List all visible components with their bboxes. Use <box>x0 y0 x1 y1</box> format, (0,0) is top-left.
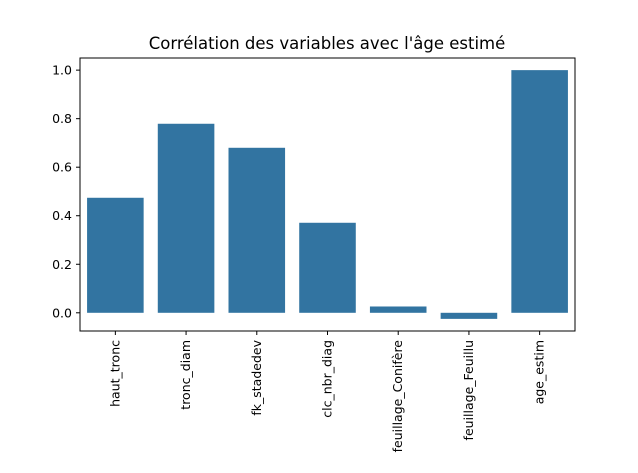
x-tick-label: age_estim <box>532 340 547 404</box>
bar-fk-stadedev <box>228 147 286 313</box>
x-axis-ticks: haut_tronc tronc_diam fk_stadedev clc_nbr_d… <box>107 331 547 453</box>
bar-feuillage-conifere <box>369 306 427 313</box>
x-tick-label: feuillage_Conifère <box>390 340 405 453</box>
x-tick-label: clc_nbr_diag <box>320 340 335 418</box>
x-tick-label: feuillage_Feuillu <box>461 340 476 440</box>
bar-haut-tronc <box>87 197 144 313</box>
x-tick-label: haut_tronc <box>107 340 122 407</box>
y-tick-label: 0.8 <box>52 111 72 126</box>
y-tick-label: 0.0 <box>52 305 72 320</box>
bar-feuillage-feuillu <box>440 312 498 319</box>
x-tick-label: tronc_diam <box>178 340 193 410</box>
y-tick-label: 1.0 <box>52 63 72 78</box>
chart-title: Corrélation des variables avec l'âge est… <box>149 34 506 53</box>
bar-age-estim <box>511 70 568 313</box>
bars-group <box>87 70 568 319</box>
bar-clc-nbr-diag <box>299 222 356 313</box>
axes-frame <box>79 57 576 332</box>
y-tick-label: 0.6 <box>52 160 72 175</box>
y-tick-label: 0.2 <box>52 257 72 272</box>
bar-tronc-diam <box>157 123 215 313</box>
y-tick-label: 0.4 <box>52 208 72 223</box>
y-axis-ticks: 0.0 0.2 0.4 0.6 0.8 1.0 <box>52 63 80 320</box>
x-tick-label: fk_stadedev <box>249 339 264 415</box>
